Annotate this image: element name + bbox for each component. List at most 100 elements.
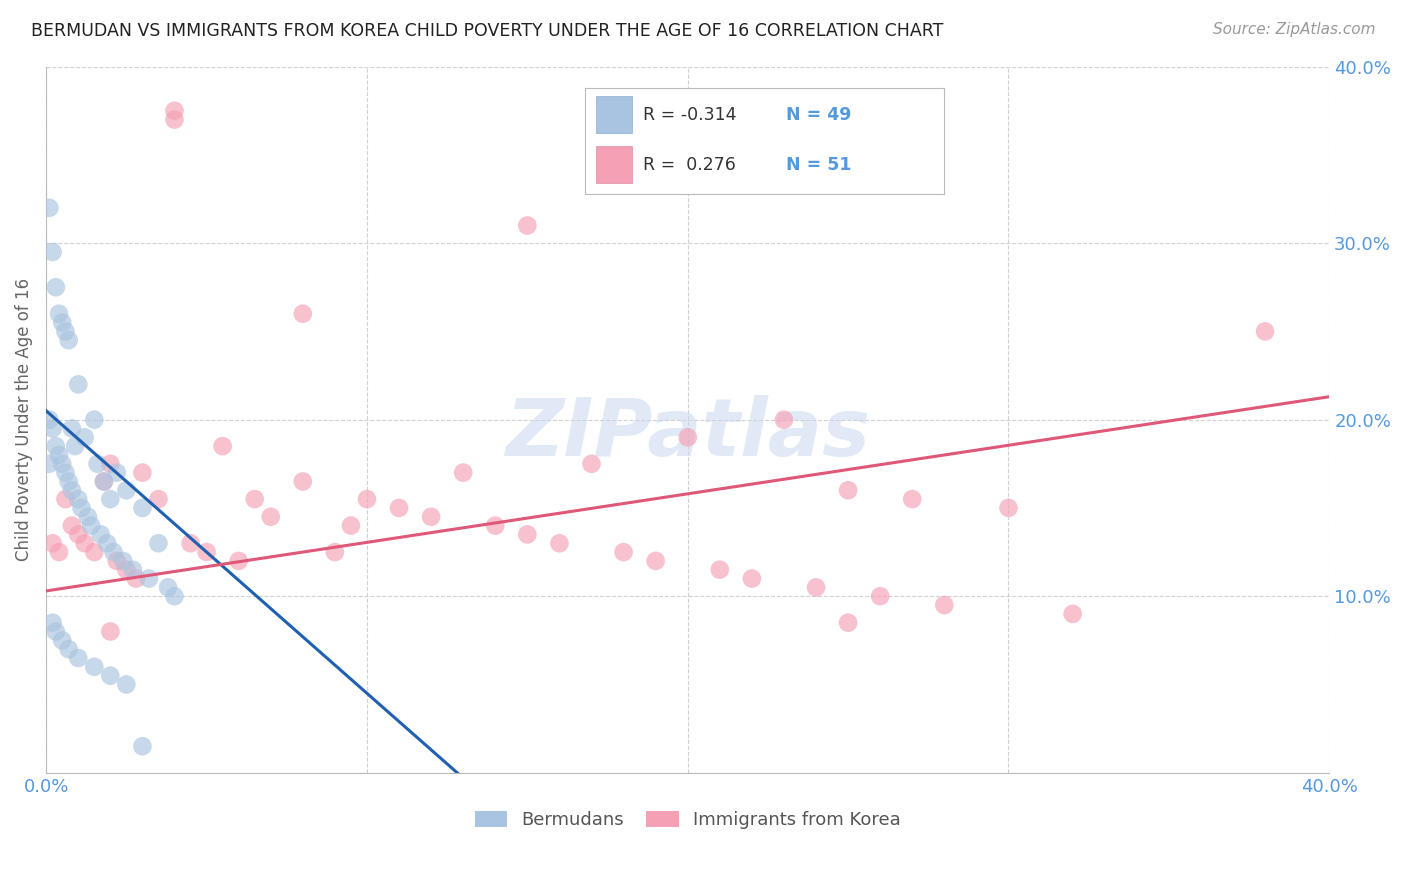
- Point: [73, 430, 96, 444]
- Point: [163, 589, 186, 603]
- Point: [115, 563, 138, 577]
- Point: [163, 103, 186, 118]
- Point: [48, 545, 70, 559]
- Point: [55, 492, 77, 507]
- Point: [83, 660, 105, 674]
- Legend: Bermudans, Immigrants from Korea: Bermudans, Immigrants from Korea: [470, 805, 905, 834]
- Point: [291, 307, 314, 321]
- Point: [837, 615, 859, 630]
- Point: [60, 483, 83, 498]
- Point: [51, 633, 73, 648]
- Point: [484, 518, 506, 533]
- Point: [804, 580, 827, 594]
- Point: [388, 500, 411, 515]
- Point: [48, 307, 70, 321]
- Point: [93, 475, 115, 489]
- Point: [98, 668, 121, 682]
- Point: [86, 457, 108, 471]
- Point: [67, 527, 90, 541]
- Point: [105, 554, 128, 568]
- Point: [997, 500, 1019, 515]
- Point: [138, 572, 160, 586]
- Point: [80, 518, 103, 533]
- Point: [901, 492, 924, 507]
- Point: [148, 536, 170, 550]
- Point: [548, 536, 571, 550]
- Point: [516, 527, 538, 541]
- Point: [83, 412, 105, 426]
- Point: [58, 475, 80, 489]
- Point: [613, 545, 636, 559]
- Text: BERMUDAN VS IMMIGRANTS FROM KOREA CHILD POVERTY UNDER THE AGE OF 16 CORRELATION : BERMUDAN VS IMMIGRANTS FROM KOREA CHILD …: [31, 22, 943, 40]
- Point: [157, 580, 180, 594]
- Point: [131, 466, 153, 480]
- Point: [340, 518, 363, 533]
- Point: [837, 483, 859, 498]
- Point: [55, 325, 77, 339]
- Point: [195, 545, 218, 559]
- Point: [73, 536, 96, 550]
- Point: [581, 457, 603, 471]
- Point: [51, 457, 73, 471]
- Point: [38, 201, 60, 215]
- Point: [291, 475, 314, 489]
- Point: [38, 457, 60, 471]
- Point: [420, 509, 443, 524]
- Point: [77, 509, 100, 524]
- Point: [48, 448, 70, 462]
- Point: [211, 439, 233, 453]
- Point: [934, 598, 956, 612]
- Point: [58, 333, 80, 347]
- Point: [98, 624, 121, 639]
- Point: [260, 509, 283, 524]
- Point: [115, 677, 138, 691]
- Point: [98, 492, 121, 507]
- Point: [869, 589, 891, 603]
- Point: [131, 500, 153, 515]
- Point: [1062, 607, 1084, 621]
- Point: [741, 572, 763, 586]
- Point: [45, 280, 67, 294]
- Point: [63, 439, 86, 453]
- Point: [131, 739, 153, 754]
- Point: [45, 624, 67, 639]
- Point: [125, 572, 148, 586]
- Point: [98, 457, 121, 471]
- Point: [1254, 325, 1277, 339]
- Point: [121, 563, 143, 577]
- Point: [83, 545, 105, 559]
- Point: [676, 430, 699, 444]
- Point: [90, 527, 112, 541]
- Point: [451, 466, 474, 480]
- Point: [51, 316, 73, 330]
- Text: Source: ZipAtlas.com: Source: ZipAtlas.com: [1212, 22, 1375, 37]
- Point: [93, 475, 115, 489]
- Point: [115, 483, 138, 498]
- Point: [67, 377, 90, 392]
- Point: [180, 536, 202, 550]
- Point: [67, 492, 90, 507]
- Y-axis label: Child Poverty Under the Age of 16: Child Poverty Under the Age of 16: [15, 278, 32, 561]
- Point: [41, 615, 63, 630]
- Point: [112, 554, 135, 568]
- Point: [70, 500, 93, 515]
- Point: [67, 651, 90, 665]
- Point: [41, 244, 63, 259]
- Point: [60, 421, 83, 435]
- Point: [103, 545, 125, 559]
- Point: [644, 554, 666, 568]
- Point: [516, 219, 538, 233]
- Point: [41, 421, 63, 435]
- Point: [38, 412, 60, 426]
- Point: [105, 466, 128, 480]
- Point: [773, 412, 796, 426]
- Point: [45, 439, 67, 453]
- Point: [60, 518, 83, 533]
- Point: [243, 492, 266, 507]
- Point: [41, 536, 63, 550]
- Point: [58, 642, 80, 657]
- Point: [163, 112, 186, 127]
- Text: ZIPatlas: ZIPatlas: [505, 395, 870, 473]
- Point: [55, 466, 77, 480]
- Point: [228, 554, 250, 568]
